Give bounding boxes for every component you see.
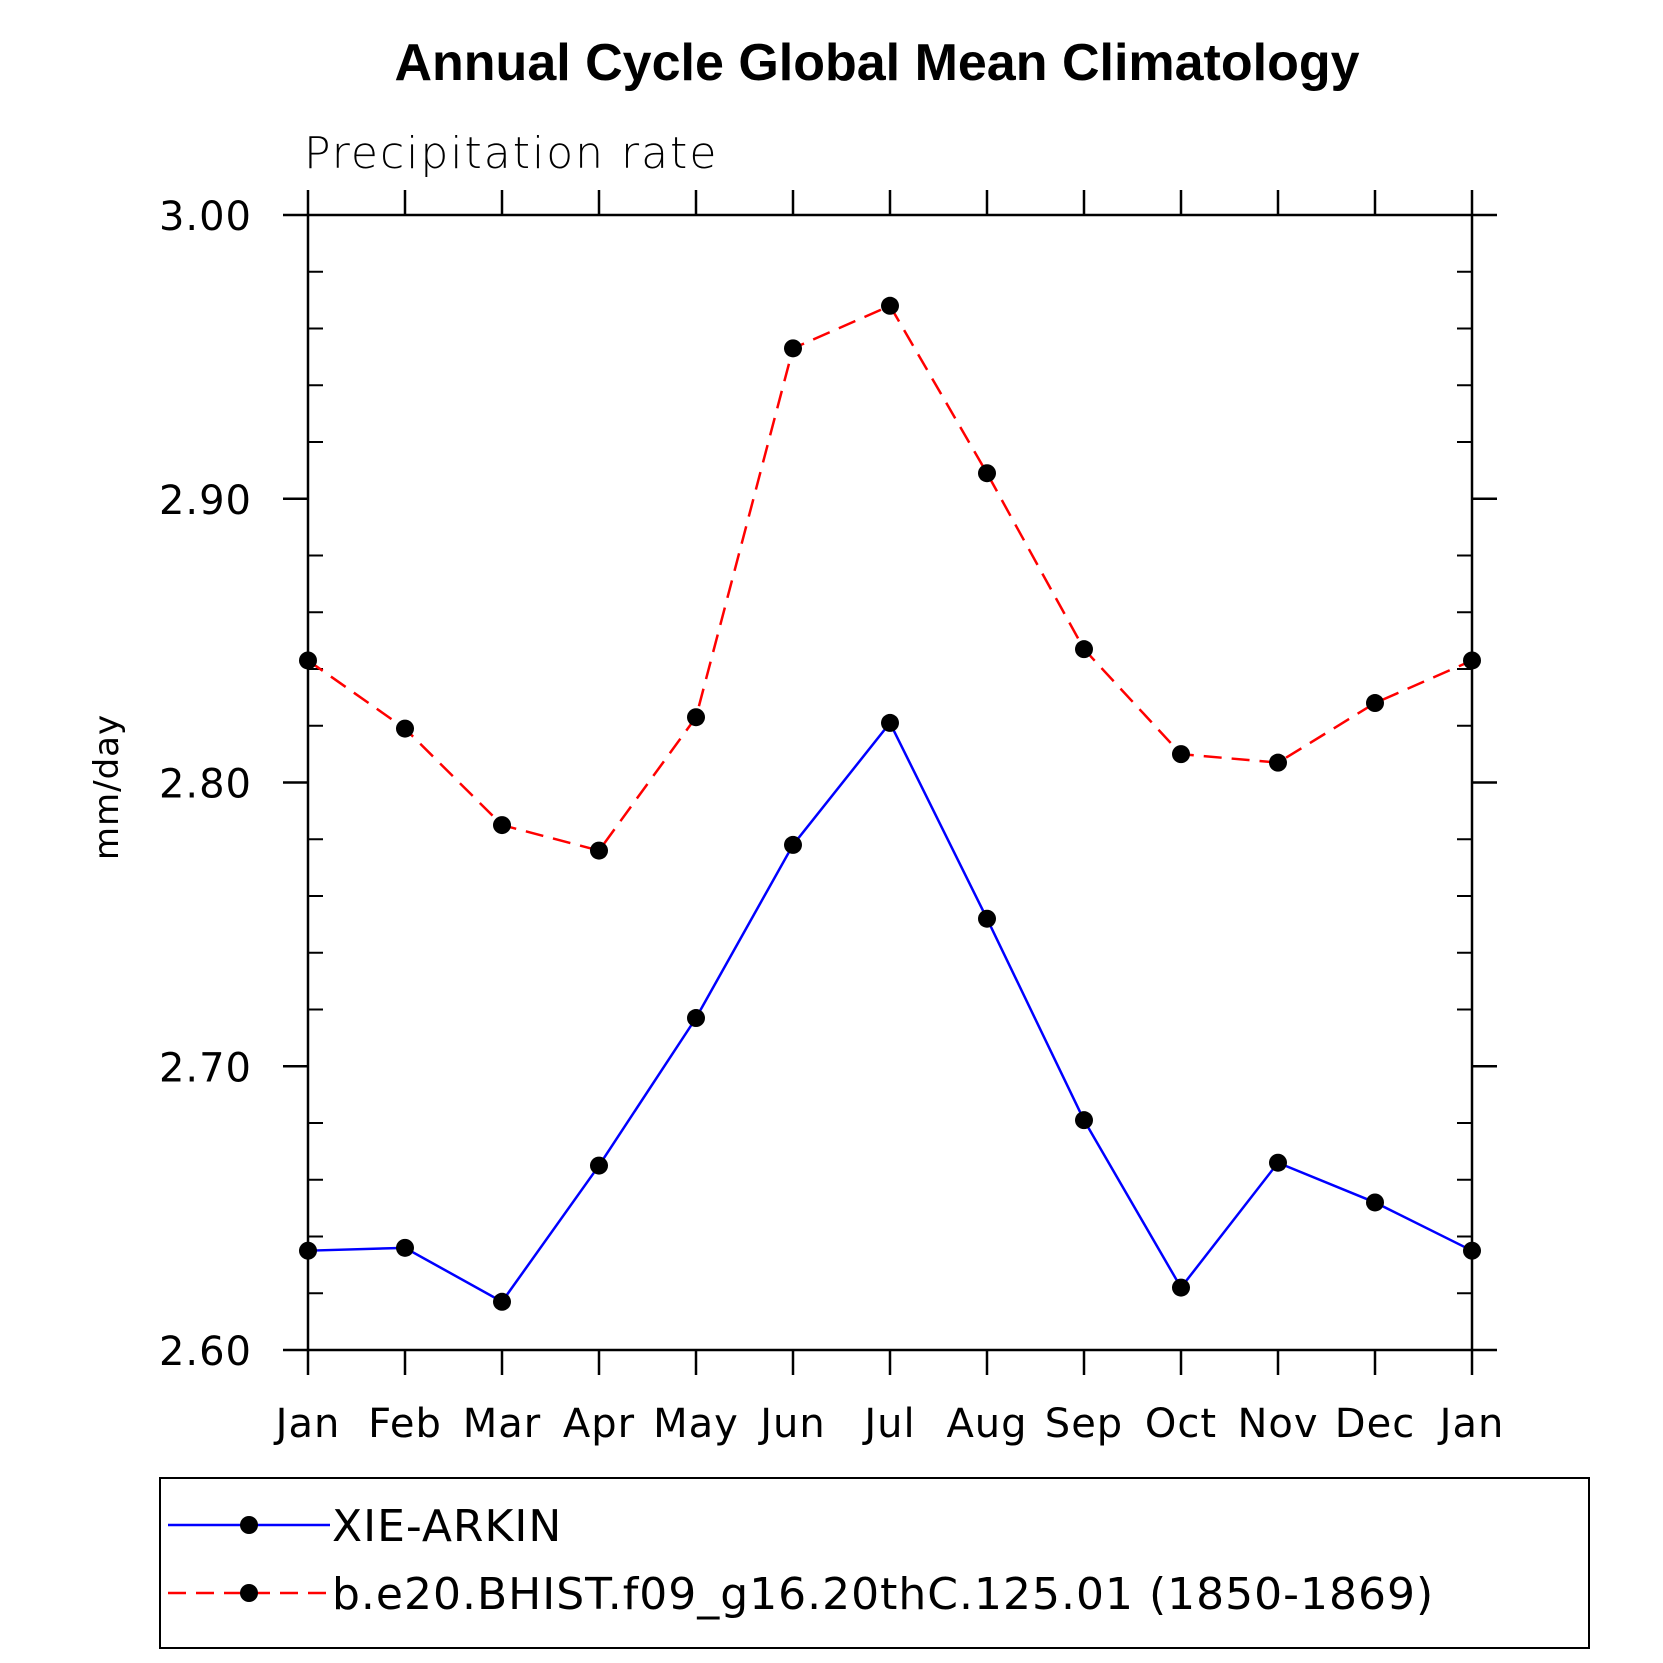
x-tick-label: Jan [273, 1401, 341, 1447]
data-point [493, 1292, 511, 1311]
data-point [784, 835, 802, 854]
x-tick-label: Jun [757, 1401, 826, 1447]
data-point [493, 816, 511, 835]
x-tick-label: Nov [1237, 1401, 1318, 1447]
x-tick-label: May [653, 1401, 739, 1447]
y-tick-label: 3.00 [159, 194, 252, 240]
series-line-1 [307, 720, 1473, 1304]
x-tick-label: Jan [1437, 1401, 1505, 1447]
series-layer [299, 296, 1481, 1311]
data-point [299, 651, 317, 670]
legend-marker [240, 1584, 258, 1602]
x-tick-label: Sep [1045, 1401, 1123, 1447]
x-tick-label: Dec [1335, 1401, 1415, 1447]
data-point [396, 719, 414, 738]
data-point [1172, 1278, 1190, 1297]
data-point [1463, 1241, 1481, 1260]
plot-axes: Jan Feb Mar Apr May Jun Jul Aug Sep Oct Nov Dec Jan 2… [159, 190, 1505, 1447]
y-axis-label: mm/day [87, 714, 127, 860]
x-tick-label: Jul [861, 1401, 915, 1447]
data-point [1075, 1111, 1093, 1130]
data-point [1172, 745, 1190, 764]
data-point [396, 1238, 414, 1257]
data-point [1366, 694, 1384, 713]
legend-label: b.e20.BHIST.f09_g16.20thC.125.01 (1850-1… [332, 1569, 1434, 1620]
chart-title: Annual Cycle Global Mean Climatology [394, 34, 1359, 92]
y-tick-label: 2.90 [159, 478, 252, 524]
data-point [1366, 1193, 1384, 1212]
legend-box [159, 1477, 1590, 1649]
data-point [784, 339, 802, 358]
data-point [881, 296, 899, 315]
data-point [1269, 1153, 1287, 1172]
legend-marker [240, 1516, 258, 1534]
data-point [978, 464, 996, 483]
y-tick-label: 2.60 [159, 1329, 252, 1375]
x-tick-label: Feb [368, 1401, 442, 1447]
x-tick-label: Mar [463, 1401, 541, 1447]
y-tick-label: 2.80 [159, 762, 252, 808]
x-tick-label: Oct [1145, 1401, 1217, 1447]
data-point [590, 1156, 608, 1175]
data-point [687, 1009, 705, 1028]
plot-frame [306, 213, 1474, 1352]
x-tick-label: Aug [946, 1401, 1027, 1447]
legend-label: XIE-ARKIN [332, 1501, 562, 1552]
data-point [687, 708, 705, 727]
data-point [1269, 753, 1287, 772]
data-point [1075, 640, 1093, 659]
y-tick-label: 2.70 [159, 1045, 252, 1091]
series-line-2 [307, 304, 1473, 853]
chart-subtitle: Precipitation rate [304, 128, 718, 179]
legend: XIE-ARKIN b.e20.BHIST.f09_g16.20thC.125.0… [159, 1477, 1590, 1649]
data-point [881, 713, 899, 732]
x-tick-label: Apr [563, 1401, 635, 1447]
data-point [590, 841, 608, 860]
data-point [299, 1241, 317, 1260]
data-point [1463, 651, 1481, 670]
data-point [978, 909, 996, 928]
